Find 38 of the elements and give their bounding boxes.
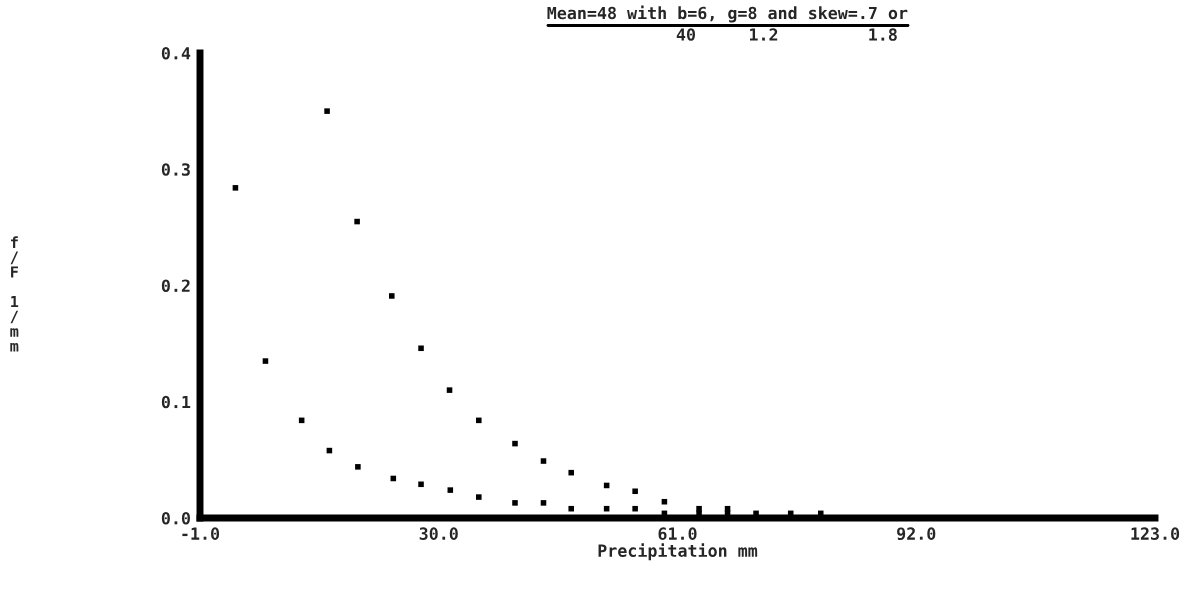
text: f/F 1/mm [10,236,19,352]
point [324,108,330,114]
x-tick-label: 30.0 [419,527,458,540]
point [696,505,702,512]
point [418,345,424,352]
point [446,387,453,393]
chart-title: Mean=48 with b=6, g=8 and skew=.7 or [547,5,908,23]
text: 40 [676,28,696,41]
x-tick-label: 92.0 [897,527,936,541]
point [476,494,482,500]
point [632,505,638,512]
point [512,500,518,506]
point [632,488,638,495]
y-tick-label: 0.4 [161,46,191,60]
point [540,458,547,464]
x-tick-label: 123.0 [1131,527,1180,540]
point [568,469,574,476]
y-tick-label: 0.2 [161,279,190,293]
point [568,505,574,512]
point [447,487,454,493]
point [512,440,518,447]
point [388,293,395,299]
point [262,358,269,364]
point [354,218,360,225]
point [661,498,668,505]
point [418,481,424,488]
point [232,185,239,191]
y-tick-label: 0.1 [161,395,191,409]
x-tick-label: 61.0 [658,527,697,540]
y-tick-label: 0.3 [161,163,190,176]
text: 1.8 [869,28,897,41]
point [540,500,547,506]
x-tick-label: -1.0 [182,527,220,540]
point [476,417,482,424]
y-tick-label: 0.0 [161,511,190,525]
text: 1.2 [750,28,778,41]
x-axis-title: Precipitation mm [598,543,758,561]
point [355,464,361,470]
